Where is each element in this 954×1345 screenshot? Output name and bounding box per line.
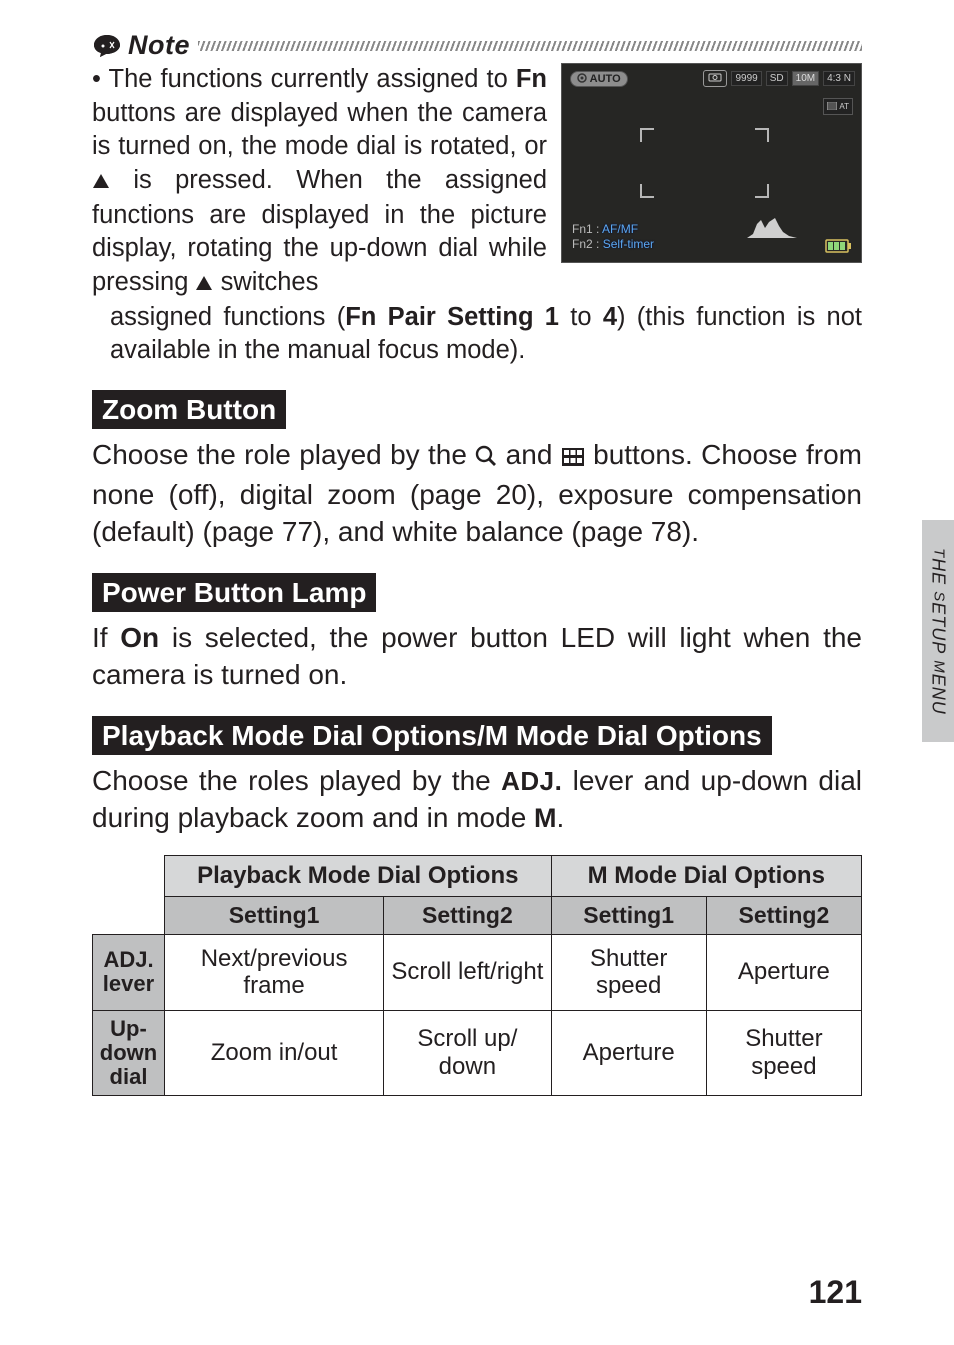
fn2-val: Self-timer (603, 237, 654, 251)
table-r1c3: Shutter speed (551, 934, 706, 1010)
note-pair: Fn Pair Setting 1 (345, 303, 559, 331)
note-continuation: assigned functions (Fn Pair Setting 1 to… (110, 301, 862, 368)
note-body: The functions currently assigned to Fn b… (92, 63, 547, 301)
table-r1c1: Next/previous frame (165, 934, 384, 1010)
adj-label: ADJ. (501, 766, 562, 796)
fn1-val: AF/MF (602, 222, 638, 236)
dial-heading: Playback Mode Dial Options/M Mode Dial O… (92, 716, 772, 755)
dial-body: Choose the roles played by the ADJ. leve… (92, 763, 862, 837)
note-icon (92, 33, 122, 59)
table-r1c4: Aperture (706, 934, 861, 1010)
battery-icon (825, 234, 853, 254)
sd-badge: SD (766, 71, 788, 86)
thumbnail-icon (561, 440, 585, 477)
note-four: 4 (603, 303, 617, 331)
table-group1: Playback Mode Dial Options (165, 855, 552, 896)
note-cb: to (559, 303, 603, 331)
side-tab-label: THE SETUP MENU (928, 548, 949, 715)
note-label: Note (128, 30, 190, 61)
shots-count: 9999 (731, 71, 761, 86)
focus-corner (640, 184, 654, 198)
screen-top-row: AUTO 9999 SD 10M 4:3 N (570, 70, 855, 87)
zoom-a: Choose the role played by the (92, 439, 475, 470)
mode-pill: AUTO (570, 71, 628, 87)
fn1-key: Fn1 : (572, 222, 599, 236)
table-set2a: Setting2 (384, 896, 551, 934)
zoom-heading: Zoom Button (92, 390, 286, 429)
mode-m: M (534, 803, 557, 833)
note-header: Note (92, 30, 862, 61)
table-r1c2: Scroll left/right (384, 934, 551, 1010)
table-set1b: Setting1 (551, 896, 706, 934)
dial-options-table: Playback Mode Dial Options M Mode Dial O… (92, 855, 862, 1097)
power-a: If (92, 622, 120, 653)
note-ca: assigned functions ( (110, 303, 345, 331)
fn2-key: Fn2 : (572, 237, 599, 251)
note-hatch (198, 41, 862, 51)
table-set2b: Setting2 (706, 896, 861, 934)
up-triangle-icon (92, 165, 110, 199)
power-on: On (120, 622, 159, 653)
table-r2c2: Scroll up/ down (384, 1010, 551, 1096)
focus-corner (755, 128, 769, 142)
power-body: If On is selected, the power button LED … (92, 620, 862, 694)
at-badge: AT (823, 98, 853, 115)
note-t3: is pressed. When the assigned functions … (92, 166, 547, 296)
note-t1: The functions currently assigned to (109, 65, 516, 93)
table-empty (93, 896, 165, 934)
table-group2: M Mode Dial Options (551, 855, 861, 896)
dial-a: Choose the roles played by the (92, 765, 501, 796)
camera-icon (703, 70, 727, 87)
side-tab: THE SETUP MENU (922, 520, 954, 742)
focus-corner (640, 128, 654, 142)
note-t2: buttons are displayed when the camera is… (92, 99, 547, 161)
table-r2c1: Zoom in/out (165, 1010, 384, 1096)
power-heading: Power Button Lamp (92, 573, 376, 612)
dial-c: . (557, 802, 565, 833)
note-t4: switches (213, 268, 318, 296)
mp-badge: 10M (792, 71, 819, 86)
ratio-badge: 4:3 N (823, 71, 855, 86)
at-text: AT (839, 102, 849, 111)
camera-screen-preview: AUTO 9999 SD 10M 4:3 N AT Fn1 : AF/MF Fn… (561, 63, 862, 263)
fn-assignments: Fn1 : AF/MF Fn2 : Self-timer (572, 222, 654, 252)
up-triangle-icon (195, 267, 213, 301)
table-row2-head: Up-down dial (93, 1010, 165, 1096)
zoom-b: and (497, 439, 560, 470)
table-set1a: Setting1 (165, 896, 384, 934)
zoom-body: Choose the role played by the and button… (92, 437, 862, 551)
mode-text: AUTO (590, 73, 621, 85)
note-fn: Fn (516, 65, 547, 93)
power-b: is selected, the power button LED will l… (92, 622, 862, 690)
table-r2c3: Aperture (551, 1010, 706, 1096)
table-r2c4: Shutter speed (706, 1010, 861, 1096)
focus-corner (755, 184, 769, 198)
magnify-icon (475, 440, 497, 477)
page-number: 121 (809, 1274, 862, 1311)
table-row1-head: ADJ. lever (93, 934, 165, 1010)
table-empty (93, 855, 165, 896)
histogram-icon (747, 214, 817, 238)
